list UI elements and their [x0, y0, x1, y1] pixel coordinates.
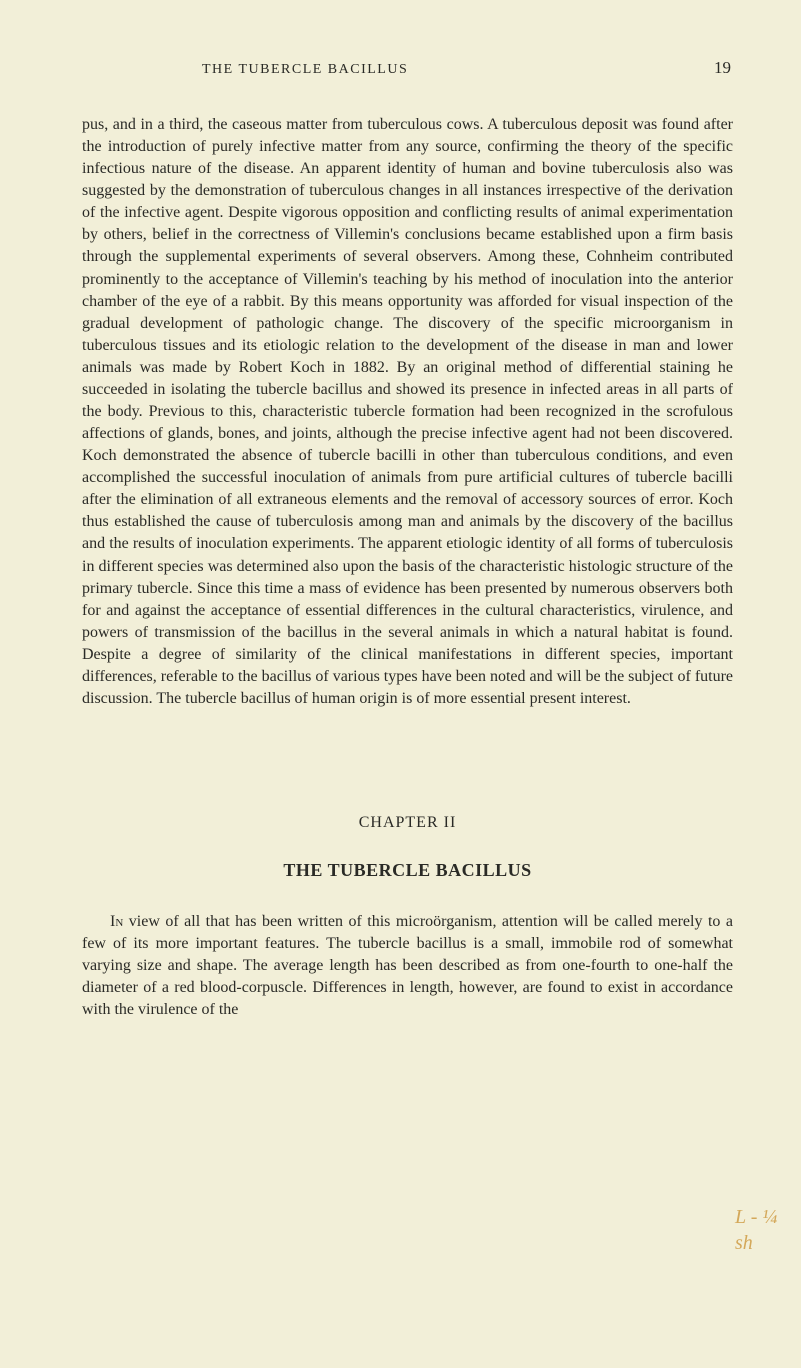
chapter-body-paragraph: In view of all that has been written of … [82, 911, 733, 1021]
page-header: THE TUBERCLE BACILLUS 19 [82, 58, 733, 78]
page-number: 19 [714, 58, 731, 78]
chapter-label: CHAPTER II [82, 814, 733, 832]
handwritten-margin-note: L - ¼ sh [735, 1204, 795, 1256]
chapter-title: THE TUBERCLE BACILLUS [82, 860, 733, 881]
main-body-paragraph: pus, and in a third, the caseous matter … [82, 114, 733, 710]
chapter-lead-word: In [110, 913, 123, 930]
running-head: THE TUBERCLE BACILLUS [202, 62, 408, 78]
chapter-body-text: view of all that has been written of thi… [82, 913, 733, 1018]
